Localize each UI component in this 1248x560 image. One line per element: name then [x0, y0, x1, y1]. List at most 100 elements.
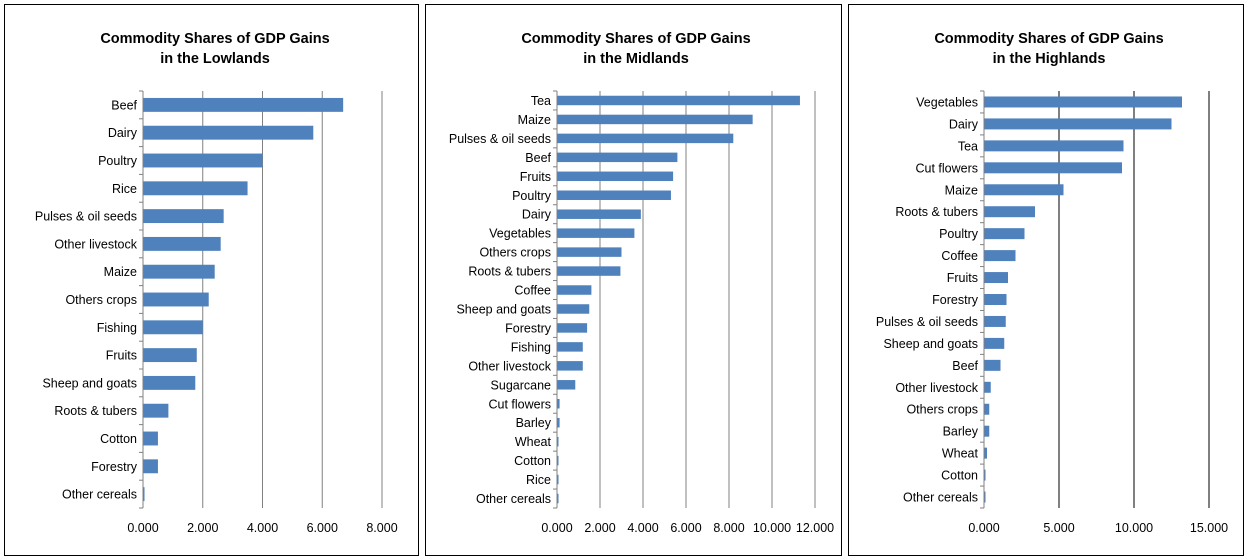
lowlands-bar-others-crops [143, 292, 209, 307]
highlands-chart-title-line-1: Commodity Shares of GDP Gains [934, 31, 1163, 47]
midlands-x-tick-label: 6.000 [670, 521, 701, 535]
highlands-category-label: Others crops [906, 403, 978, 417]
lowlands-bar-fishing [143, 320, 203, 335]
lowlands-bar-pulses-oil-seeds [143, 209, 224, 224]
lowlands-category-label: Fruits [106, 349, 137, 363]
midlands-bar-other-livestock [557, 361, 583, 371]
midlands-category-label: Others crops [479, 246, 551, 260]
midlands-category-label: Beef [525, 151, 551, 165]
highlands-category-label: Forestry [932, 293, 979, 307]
highlands-category-label: Other livestock [895, 381, 978, 395]
lowlands-bar-roots-tubers [143, 403, 169, 418]
midlands-bar-rice [557, 474, 559, 485]
midlands-bar-poultry [557, 190, 671, 200]
highlands-x-tick-label: 15.000 [1190, 521, 1228, 535]
lowlands-x-tick-label: 8.000 [366, 521, 397, 535]
lowlands-bar-other-cereals [143, 487, 145, 502]
highlands-bar-vegetables [984, 96, 1182, 108]
midlands-category-label: Tea [531, 94, 551, 108]
lowlands-category-label: Poultry [98, 154, 138, 168]
highlands-bar-cotton [984, 469, 986, 481]
midlands-category-label: Dairy [522, 208, 552, 222]
highlands-category-label: Pulses & oil seeds [876, 315, 978, 329]
highlands-x-tick-label: 10.000 [1115, 521, 1153, 535]
lowlands-category-label: Dairy [108, 126, 138, 140]
highlands-bar-fruits [984, 272, 1008, 284]
highlands-bar-barley [984, 425, 990, 437]
midlands-bar-coffee [557, 285, 592, 295]
midlands-category-label: Barley [516, 416, 552, 430]
midlands-category-label: Other livestock [468, 359, 551, 373]
highlands-bar-other-livestock [984, 381, 991, 393]
lowlands-bar-beef [143, 97, 344, 112]
highlands-category-label: Barley [943, 425, 979, 439]
lowlands-category-label: Other livestock [54, 237, 137, 251]
highlands-category-label: Beef [952, 359, 978, 373]
midlands-category-label: Other cereals [476, 492, 551, 506]
lowlands-bar-maize [143, 264, 215, 279]
midlands-category-label: Maize [518, 113, 551, 127]
lowlands-category-label: Others crops [65, 293, 137, 307]
midlands-category-label: Cotton [514, 454, 551, 468]
midlands-x-tick-label: 0.000 [541, 521, 572, 535]
midlands-category-label: Sugarcane [491, 378, 552, 392]
highlands-x-tick-label: 0.000 [968, 521, 999, 535]
lowlands-bar-cotton [143, 431, 158, 446]
lowlands-chart-title-line-2: in the Lowlands [160, 51, 270, 67]
lowlands-bar-rice [143, 181, 248, 196]
midlands-bar-chart: Commodity Shares of GDP Gains in the Midl… [449, 31, 834, 535]
midlands-chart-title-line-2: in the Midlands [583, 51, 689, 67]
highlands-category-label: Sheep and goats [883, 337, 978, 351]
lowlands-category-label: Pulses & oil seeds [35, 210, 137, 224]
highlands-category-label: Cut flowers [915, 161, 978, 175]
midlands-category-label: Forestry [505, 321, 552, 335]
midlands-bar-barley [557, 417, 560, 428]
lowlands-bar-forestry [143, 459, 158, 474]
lowlands-category-label: Beef [111, 98, 137, 112]
highlands-chart-title-line-2: in the Highlands [993, 51, 1106, 67]
lowlands-category-label: Cotton [100, 432, 137, 446]
midlands-bar-fruits [557, 171, 674, 182]
midlands-bar-pulses-oil-seeds [557, 133, 734, 144]
highlands-x-tick-label: 5.000 [1043, 521, 1074, 535]
midlands-category-label: Fruits [520, 170, 551, 184]
lowlands-chart-title-line-1: Commodity Shares of GDP Gains [100, 31, 329, 47]
midlands-category-label: Roots & tubers [468, 265, 551, 279]
midlands-bar-forestry [557, 323, 588, 333]
highlands-category-label: Coffee [941, 249, 978, 263]
midlands-bar-cotton [557, 455, 559, 466]
midlands-bar-maize [557, 114, 753, 125]
lowlands-bar-chart: Commodity Shares of GDP Gains in the Lowl… [35, 31, 398, 535]
highlands-category-label: Other cereals [903, 491, 978, 505]
highlands-category-label: Cotton [941, 469, 978, 483]
midlands-x-tick-label: 10.000 [753, 521, 791, 535]
midlands-category-label: Sheep and goats [456, 302, 551, 316]
highlands-bar-beef [984, 359, 1001, 371]
highlands-bar-forestry [984, 294, 1007, 305]
highlands-bar-poultry [984, 228, 1025, 240]
midlands-category-label: Rice [526, 473, 551, 487]
highlands-bar-pulses-oil-seeds [984, 315, 1006, 327]
midlands-bar-wheat [557, 436, 559, 447]
highlands-bar-wheat [984, 447, 987, 459]
lowlands-category-label: Sheep and goats [42, 376, 137, 390]
highlands-bar-roots-tubers [984, 206, 1035, 218]
highlands-bar-maize [984, 184, 1064, 196]
highlands-chart-panel: Commodity Shares of GDP Gains in the High… [848, 4, 1244, 556]
highlands-bar-others-crops [984, 403, 990, 415]
midlands-category-label: Coffee [514, 284, 551, 298]
midlands-chart-panel: Commodity Shares of GDP Gains in the Midl… [425, 4, 842, 556]
midlands-bar-tea [557, 95, 800, 106]
highlands-category-label: Dairy [949, 117, 979, 131]
highlands-bar-tea [984, 140, 1124, 152]
midlands-bar-roots-tubers [557, 266, 621, 276]
midlands-bar-vegetables [557, 228, 635, 238]
lowlands-bar-other-livestock [143, 236, 221, 251]
midlands-chart-title-line-1: Commodity Shares of GDP Gains [521, 31, 750, 47]
highlands-bar-coffee [984, 250, 1016, 262]
highlands-category-label: Maize [945, 183, 978, 197]
lowlands-bar-dairy [143, 125, 314, 140]
midlands-x-tick-label: 2.000 [584, 521, 615, 535]
lowlands-chart-panel: Commodity Shares of GDP Gains in the Lowl… [4, 4, 419, 556]
midlands-bar-other-cereals [557, 493, 559, 504]
